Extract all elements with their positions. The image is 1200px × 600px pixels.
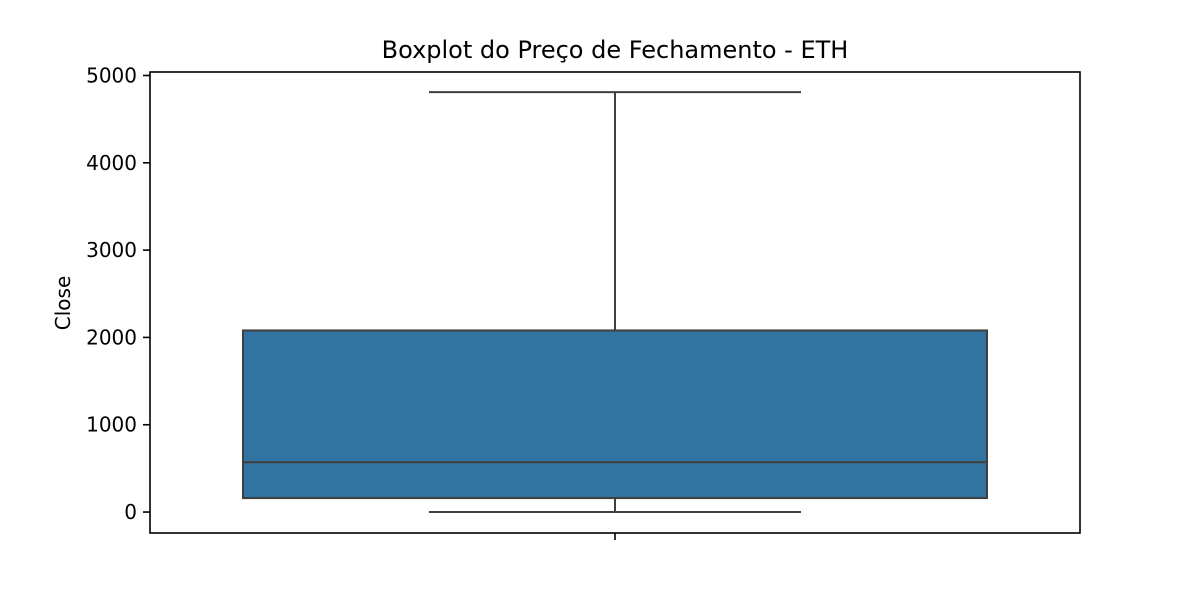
y-tick-label: 4000 bbox=[86, 151, 137, 175]
plot-area bbox=[242, 91, 988, 514]
y-tick-label: 3000 bbox=[86, 238, 137, 262]
y-tick-label: 2000 bbox=[86, 325, 137, 349]
y-tick-label: 5000 bbox=[86, 63, 137, 87]
y-axis-label: Close bbox=[51, 276, 75, 330]
y-tick-label: 1000 bbox=[86, 413, 137, 437]
box-iqr bbox=[242, 329, 988, 500]
chart-title: Boxplot do Preço de Fechamento - ETH bbox=[382, 36, 849, 64]
y-tick-label: 0 bbox=[124, 500, 137, 524]
